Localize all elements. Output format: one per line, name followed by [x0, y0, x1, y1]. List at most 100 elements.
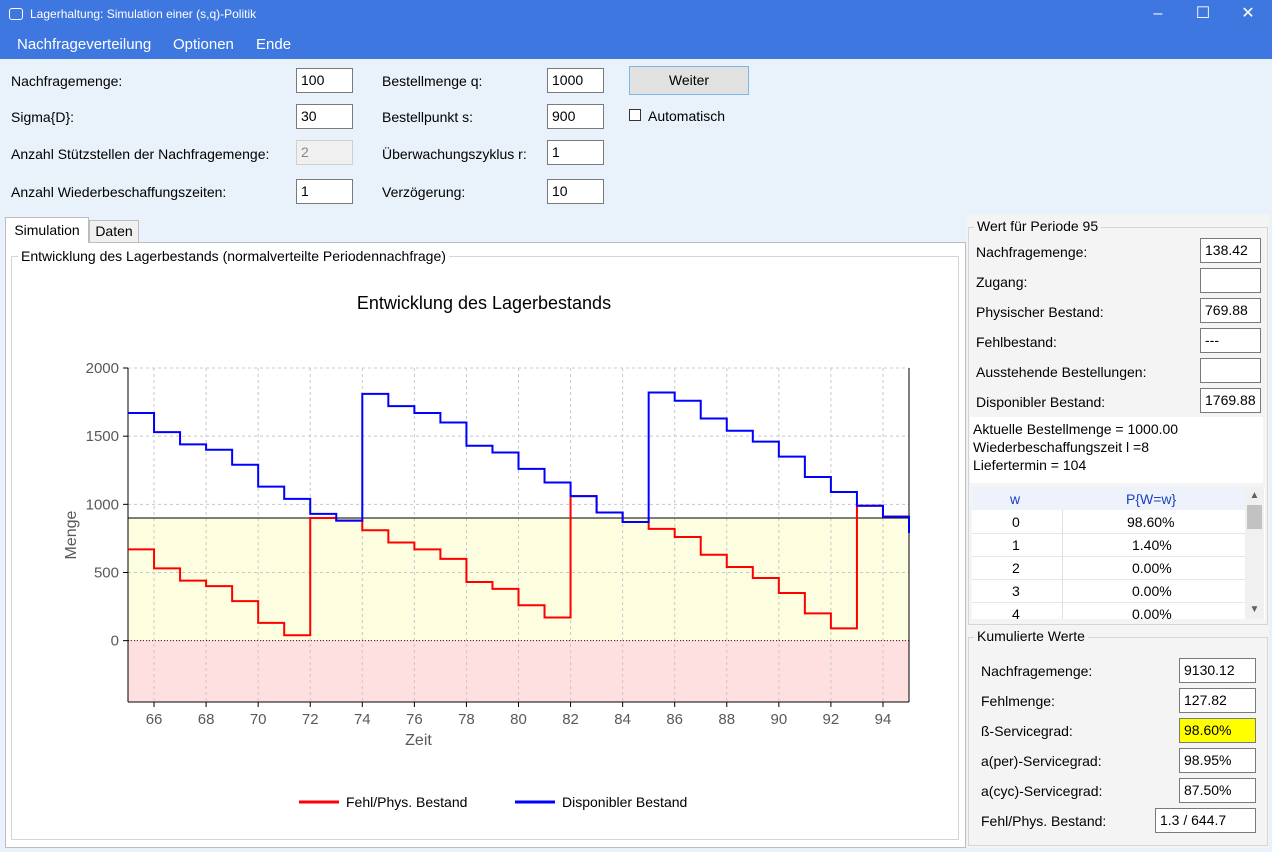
- grid-cell-w: 0: [1012, 514, 1020, 530]
- bestellmenge-label: Bestellmenge q:: [382, 73, 483, 89]
- table-row[interactable]: 0 98.60%: [972, 510, 1245, 534]
- legend-label: Fehl/Phys. Bestand: [346, 794, 467, 810]
- period-ausstehende-value[interactable]: [1200, 358, 1261, 383]
- x-tick-label: 72: [302, 711, 319, 728]
- grid-cell-p: 0.00%: [1132, 560, 1172, 576]
- cumulative-title: Kumulierte Werte: [974, 628, 1088, 644]
- x-tick-label: 84: [614, 711, 631, 728]
- probability-grid[interactable]: w P{W=w} 0 98.60% 1 1.40% 2 0.00% 3 0.00…: [972, 487, 1265, 619]
- cum-fehl-phys-value[interactable]: 1.3 / 644.7: [1155, 808, 1256, 833]
- period-fehlbestand-value[interactable]: ---: [1200, 328, 1261, 353]
- info-liefertermin: Liefertermin = 104: [973, 457, 1087, 473]
- y-tick-label: 1000: [86, 496, 119, 513]
- cum-aper-servicegrad-label: a(per)-Servicegrad:: [981, 753, 1102, 769]
- table-row[interactable]: 4 0.00%: [972, 602, 1245, 619]
- grid-cell-p: 1.40%: [1132, 537, 1172, 553]
- inventory-chart: 66 68 70 72 74 76 78 80 82 84 86 88 90 92 94 0 500 1000 15…: [63, 293, 910, 810]
- x-tick-label: 88: [718, 711, 735, 728]
- period-title: Wert für Periode 95: [974, 218, 1102, 234]
- menu-nachfrageverteilung[interactable]: Nachfrageverteilung: [17, 36, 152, 53]
- grid-cell-p: 98.60%: [1127, 514, 1175, 530]
- grid-col-divider: [1062, 510, 1063, 619]
- menu-optionen[interactable]: Optionen: [173, 36, 234, 53]
- cum-fehlmenge-value[interactable]: 127.82: [1179, 688, 1256, 713]
- y-tick-label: 1500: [86, 428, 119, 445]
- scroll-up-icon[interactable]: ▲: [1249, 490, 1260, 501]
- period-fehlbestand-label: Fehlbestand:: [976, 334, 1057, 350]
- x-tick-label: 82: [562, 711, 579, 728]
- chart-title: Entwicklung des Lagerbestands: [357, 293, 611, 313]
- automatisch-label: Automatisch: [648, 108, 726, 124]
- period-disponibler-value[interactable]: 1769.88: [1200, 388, 1261, 413]
- tab-daten[interactable]: Daten: [89, 220, 139, 242]
- menu-ende[interactable]: Ende: [256, 36, 292, 53]
- x-tick-label: 78: [458, 711, 475, 728]
- wiederbeschaffungszeiten-input[interactable]: 1: [296, 179, 353, 204]
- series-line-disponibel: [128, 391, 910, 533]
- cum-nachfragemenge-value[interactable]: 9130.12: [1179, 658, 1256, 683]
- y-tick-label: 2000: [86, 360, 119, 377]
- info-bestellmenge: Aktuelle Bestellmenge = 1000.00: [973, 421, 1179, 437]
- chart-group: [11, 256, 959, 840]
- scroll-down-icon[interactable]: ▼: [1249, 604, 1260, 615]
- y-tick-label: 0: [111, 633, 119, 650]
- grid-header-bg: [972, 487, 1245, 510]
- nachfragemenge-label: Nachfragemenge:: [11, 73, 123, 89]
- app-icon: [9, 8, 23, 20]
- automatisch-checkbox[interactable]: [629, 109, 641, 121]
- grid-cell-w: 3: [1012, 583, 1020, 599]
- stuetzstellen-input: 2: [296, 140, 353, 165]
- minimize-icon[interactable]: –: [1153, 5, 1163, 22]
- period-nachfragemenge-value[interactable]: 138.42: [1200, 238, 1261, 263]
- x-tick-label: 74: [354, 711, 371, 728]
- series-line-fehl-phys: [128, 495, 910, 637]
- cum-acyc-servicegrad-value[interactable]: 87.50%: [1179, 778, 1256, 803]
- period-zugang-label: Zugang:: [976, 274, 1028, 290]
- cum-acyc-servicegrad-label: a(cyc)-Servicegrad:: [981, 783, 1103, 799]
- x-tick-label: 90: [770, 711, 787, 728]
- period-physischer-bestand-label: Physischer Bestand:: [976, 304, 1104, 320]
- y-axis-label: Menge: [63, 510, 80, 559]
- maximize-icon[interactable]: ☐: [1195, 5, 1211, 22]
- cumulative-group: [968, 637, 1268, 846]
- table-row[interactable]: 2 0.00%: [972, 556, 1245, 580]
- cum-beta-servicegrad-value[interactable]: 98.60%: [1179, 718, 1256, 743]
- weiter-button[interactable]: Weiter: [629, 66, 749, 95]
- grid-cell-p: 0.00%: [1132, 583, 1172, 599]
- wiederbeschaffungszeiten-label: Anzahl Wiederbeschaffungszeiten:: [11, 184, 227, 200]
- period-physischer-bestand-value[interactable]: 769.88: [1200, 298, 1261, 323]
- grid-cell-w: 1: [1012, 537, 1020, 553]
- cum-fehl-phys-label: Fehl/Phys. Bestand:: [981, 813, 1107, 829]
- x-tick-label: 68: [198, 711, 215, 728]
- legend-label: Disponibler Bestand: [562, 794, 687, 810]
- period-group: [968, 227, 1268, 625]
- bestellmenge-input[interactable]: 1000: [547, 68, 604, 93]
- grid-cell-w: 2: [1012, 560, 1020, 576]
- scroll-thumb[interactable]: [1247, 505, 1262, 529]
- ueberwachungszyklus-label: Überwachungszyklus r:: [382, 146, 527, 162]
- stuetzstellen-label: Anzahl Stützstellen der Nachfragemenge:: [11, 146, 270, 162]
- table-row[interactable]: 3 0.00%: [972, 579, 1245, 603]
- sigma-input[interactable]: 30: [296, 104, 353, 129]
- table-row[interactable]: 1 1.40%: [972, 533, 1245, 557]
- tab-simulation[interactable]: Simulation: [5, 217, 89, 243]
- bestellpunkt-input[interactable]: 900: [547, 104, 604, 129]
- cum-nachfragemenge-label: Nachfragemenge:: [981, 663, 1093, 679]
- grid-cell-p: 0.00%: [1132, 606, 1172, 619]
- x-tick-label: 76: [406, 711, 423, 728]
- info-wiederbeschaffungszeit: Wiederbeschaffungszeit l =8: [973, 439, 1150, 455]
- bestellpunkt-label: Bestellpunkt s:: [382, 109, 474, 125]
- close-icon[interactable]: ✕: [1241, 5, 1255, 22]
- nachfragemenge-input[interactable]: 100: [296, 68, 353, 93]
- y-tick-label: 500: [94, 564, 119, 581]
- period-zugang-value[interactable]: [1200, 268, 1261, 293]
- grid-header-p: P{W=w}: [1126, 491, 1177, 507]
- verzoegerung-input[interactable]: 10: [547, 179, 604, 204]
- ueberwachungszyklus-input[interactable]: 1: [547, 140, 604, 165]
- period-disponibler-label: Disponibler Bestand:: [976, 394, 1106, 410]
- cum-aper-servicegrad-value[interactable]: 98.95%: [1179, 748, 1256, 773]
- cum-fehlmenge-label: Fehlmenge:: [981, 693, 1055, 709]
- x-axis-label: Zeit: [405, 732, 432, 749]
- x-tick-label: 86: [666, 711, 683, 728]
- x-tick-label: 92: [823, 711, 840, 728]
